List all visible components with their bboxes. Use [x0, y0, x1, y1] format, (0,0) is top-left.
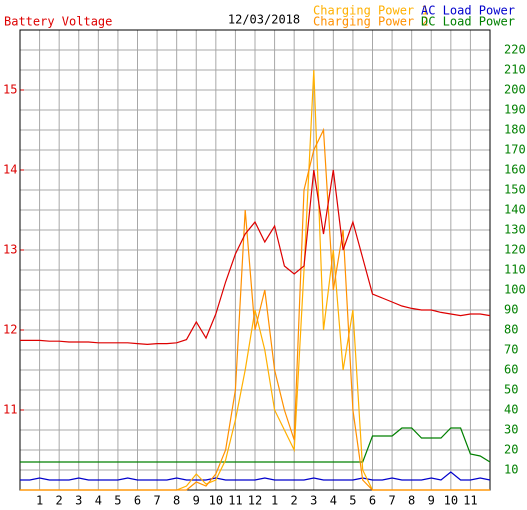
- y2-tick-label: 40: [504, 403, 518, 417]
- x-tick-label: 11: [463, 494, 477, 508]
- y2-tick-label: 200: [504, 83, 526, 97]
- x-tick-label: 6: [134, 494, 141, 508]
- y2-tick-label: 50: [504, 383, 518, 397]
- x-tick-label: 2: [56, 494, 63, 508]
- y2-tick-label: 150: [504, 183, 526, 197]
- x-tick-label: 9: [428, 494, 435, 508]
- x-tick-label: 4: [330, 494, 337, 508]
- y2-tick-label: 90: [504, 303, 518, 317]
- x-tick-label: 7: [153, 494, 160, 508]
- x-tick-label: 1: [271, 494, 278, 508]
- x-tick-label: 4: [95, 494, 102, 508]
- y2-tick-label: 130: [504, 223, 526, 237]
- y2-tick-label: 220: [504, 43, 526, 57]
- y-tick-label: 14: [3, 163, 17, 177]
- y-tick-label: 13: [3, 243, 17, 257]
- x-tick-label: 8: [408, 494, 415, 508]
- legend-entry: AC Load Power: [421, 4, 515, 18]
- series-line: [20, 471, 491, 481]
- x-tick-label: 8: [173, 494, 180, 508]
- x-tick-label: 5: [114, 494, 121, 508]
- series-line: [20, 169, 491, 346]
- y2-tick-label: 170: [504, 143, 526, 157]
- y2-tick-label: 160: [504, 163, 526, 177]
- x-tick-label: 6: [369, 494, 376, 508]
- x-tick-label: 3: [310, 494, 317, 508]
- legend-entry: Charging Power 2: [313, 15, 429, 29]
- y2-tick-label: 20: [504, 443, 518, 457]
- legend-entry: Battery Voltage: [4, 15, 112, 29]
- x-tick-label: 3: [75, 494, 82, 508]
- x-tick-label: 10: [444, 494, 458, 508]
- x-tick-label: 2: [291, 494, 298, 508]
- x-tick-label: 1: [36, 494, 43, 508]
- y2-tick-label: 180: [504, 123, 526, 137]
- y2-tick-label: 120: [504, 243, 526, 257]
- y-tick-label: 15: [3, 83, 17, 97]
- y2-tick-label: 30: [504, 423, 518, 437]
- y2-tick-label: 70: [504, 343, 518, 357]
- legend-entry: DC Load Power: [421, 15, 515, 29]
- y2-tick-label: 80: [504, 323, 518, 337]
- y2-tick-label: 10: [504, 463, 518, 477]
- y2-tick-label: 110: [504, 263, 526, 277]
- chart-title: 12/03/2018: [228, 13, 300, 27]
- x-tick-label: 12: [248, 494, 262, 508]
- y2-tick-label: 100: [504, 283, 526, 297]
- x-tick-label: 10: [209, 494, 223, 508]
- y-tick-label: 12: [3, 323, 17, 337]
- plot-border: [19, 29, 491, 491]
- series-line: [20, 127, 490, 491]
- y2-tick-label: 60: [504, 363, 518, 377]
- y-tick-label: 11: [3, 403, 17, 417]
- x-tick-label: 5: [349, 494, 356, 508]
- y2-tick-label: 210: [504, 63, 526, 77]
- x-tick-label: 11: [228, 494, 242, 508]
- x-tick-label: 9: [193, 494, 200, 508]
- series-line: [20, 427, 491, 463]
- y2-tick-label: 190: [504, 103, 526, 117]
- x-tick-label: 7: [388, 494, 395, 508]
- legend-entry: Charging Power 1: [313, 4, 429, 18]
- y2-tick-label: 140: [504, 203, 526, 217]
